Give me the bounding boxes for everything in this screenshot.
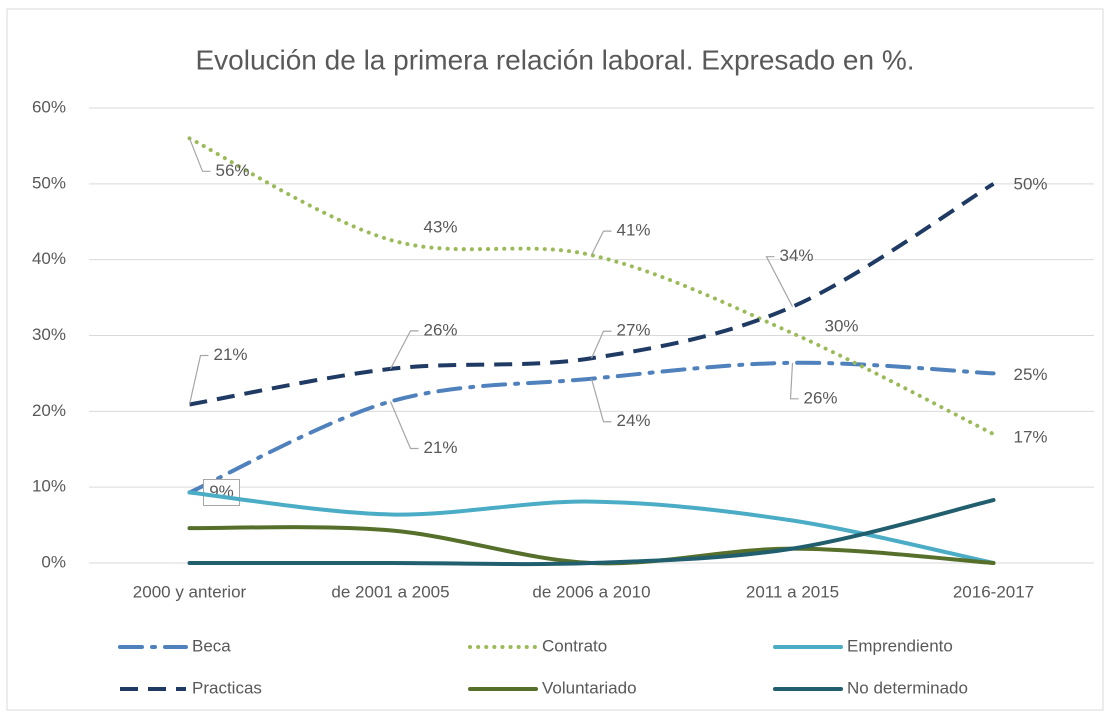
data-label: 43% bbox=[423, 217, 457, 236]
leader-line bbox=[389, 401, 419, 450]
leader-line bbox=[590, 330, 612, 359]
data-label: 24% bbox=[616, 411, 650, 430]
data-label: 30% bbox=[824, 317, 858, 336]
data-label: 34% bbox=[779, 246, 813, 265]
legend-label: Voluntariado bbox=[542, 678, 637, 697]
series-line bbox=[187, 498, 996, 567]
leader-line bbox=[765, 256, 794, 307]
data-label: 17% bbox=[1013, 428, 1047, 447]
y-tick-label: 30% bbox=[32, 325, 66, 344]
x-tick-label: 2016-2017 bbox=[953, 582, 1034, 601]
y-tick-label: 40% bbox=[32, 249, 66, 268]
data-label: 25% bbox=[1013, 365, 1047, 384]
chart-title: Evolución de la primera relación laboral… bbox=[195, 44, 914, 75]
data-label: 50% bbox=[1013, 174, 1047, 193]
leader-line bbox=[590, 378, 612, 423]
y-tick-label: 0% bbox=[41, 552, 66, 571]
y-tick-label: 20% bbox=[32, 401, 66, 420]
data-label: 27% bbox=[616, 321, 650, 340]
x-tick-label: de 2001 a 2005 bbox=[331, 582, 449, 601]
y-tick-label: 50% bbox=[32, 173, 66, 192]
data-label: 26% bbox=[803, 388, 837, 407]
data-label: 21% bbox=[213, 345, 247, 364]
leader-line bbox=[590, 230, 612, 256]
legend-label: No determinado bbox=[847, 678, 968, 697]
legend-label: Beca bbox=[192, 636, 231, 655]
leader-line bbox=[188, 138, 211, 172]
leader-line bbox=[188, 354, 209, 405]
legend-label: Contrato bbox=[542, 636, 607, 655]
legend-label: Emprendiento bbox=[847, 636, 953, 655]
x-tick-label: de 2006 a 2010 bbox=[532, 582, 650, 601]
leader-line bbox=[789, 362, 799, 400]
series-line bbox=[187, 136, 996, 437]
leader-line bbox=[389, 330, 419, 370]
x-tick-label: 2000 y anterior bbox=[133, 582, 247, 601]
data-label: 26% bbox=[423, 320, 457, 339]
y-tick-label: 10% bbox=[32, 477, 66, 496]
x-tick-label: 2011 a 2015 bbox=[746, 582, 839, 601]
data-label: 21% bbox=[423, 438, 457, 457]
y-tick-label: 60% bbox=[32, 97, 66, 116]
legend-label: Practicas bbox=[192, 678, 262, 697]
data-label: 56% bbox=[215, 161, 249, 180]
data-label: 41% bbox=[616, 221, 650, 240]
chart-border bbox=[6, 8, 1104, 711]
